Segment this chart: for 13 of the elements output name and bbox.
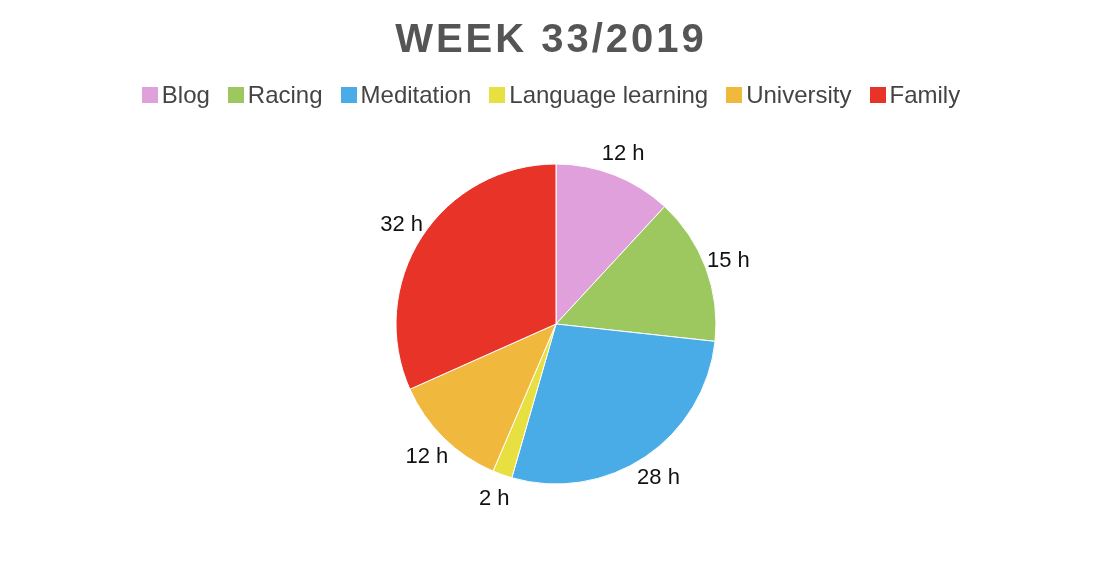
legend-label: Meditation bbox=[360, 81, 472, 109]
legend-label: University bbox=[746, 81, 852, 109]
legend-label: Family bbox=[889, 81, 961, 109]
data-label: 12 h bbox=[405, 442, 449, 468]
chart-title: WEEK 33/2019 bbox=[394, 16, 708, 61]
data-label: 32 h bbox=[380, 211, 424, 237]
data-label: 12 h bbox=[601, 140, 645, 166]
legend-label: Racing bbox=[247, 81, 323, 109]
legend-label: Language learning bbox=[509, 81, 709, 109]
legend-label: Blog bbox=[161, 81, 210, 109]
data-label: 15 h bbox=[706, 247, 750, 273]
data-label: 2 h bbox=[478, 484, 510, 510]
data-label: 28 h bbox=[637, 464, 680, 490]
